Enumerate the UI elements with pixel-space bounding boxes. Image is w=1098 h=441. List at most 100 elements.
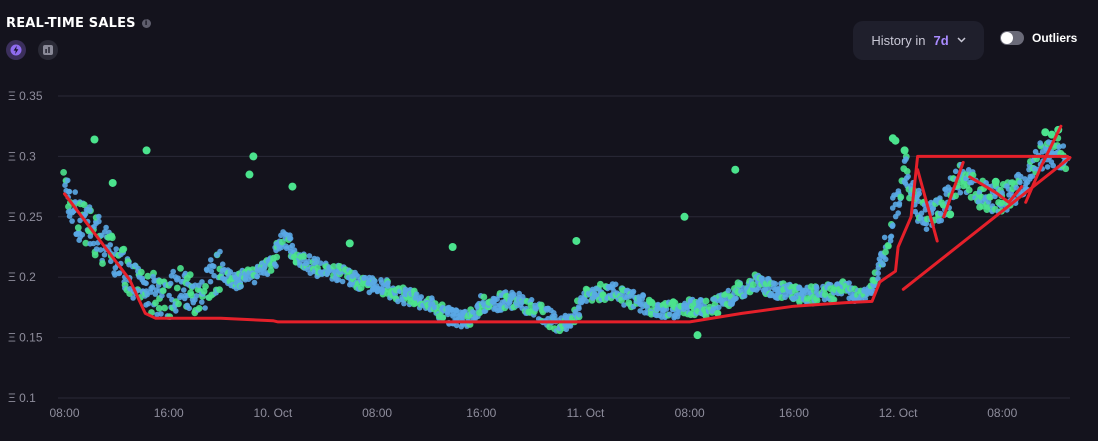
sale-point[interactable] bbox=[1032, 148, 1039, 155]
sale-point[interactable] bbox=[87, 233, 94, 239]
outlier-point[interactable] bbox=[108, 178, 117, 187]
sale-point[interactable] bbox=[575, 304, 582, 310]
sale-point[interactable] bbox=[896, 200, 903, 207]
sale-point[interactable] bbox=[173, 308, 179, 314]
outliers-toggle[interactable]: Outliers bbox=[1000, 31, 1077, 45]
sale-point[interactable] bbox=[1017, 173, 1024, 180]
outlier-point[interactable] bbox=[245, 170, 254, 179]
sale-point[interactable] bbox=[702, 297, 710, 305]
sale-point[interactable] bbox=[186, 271, 194, 279]
sale-point[interactable] bbox=[204, 267, 210, 274]
sale-point[interactable] bbox=[830, 296, 838, 304]
sale-point[interactable] bbox=[637, 308, 643, 314]
sale-point[interactable] bbox=[177, 265, 184, 272]
sale-point[interactable] bbox=[410, 300, 418, 308]
sale-point[interactable] bbox=[439, 314, 447, 321]
sale-point[interactable] bbox=[211, 263, 217, 270]
sale-point[interactable] bbox=[875, 275, 881, 282]
sale-point[interactable] bbox=[725, 287, 732, 294]
sale-point[interactable] bbox=[173, 284, 181, 292]
sale-point[interactable] bbox=[445, 311, 451, 318]
sale-point[interactable] bbox=[87, 207, 93, 214]
sale-point[interactable] bbox=[72, 189, 78, 195]
sale-point[interactable] bbox=[166, 292, 172, 299]
sale-point[interactable] bbox=[199, 299, 205, 305]
sale-point[interactable] bbox=[99, 260, 106, 267]
sale-point[interactable] bbox=[905, 173, 911, 180]
sale-point[interactable] bbox=[267, 267, 275, 274]
sale-point[interactable] bbox=[155, 305, 163, 312]
sale-point[interactable] bbox=[986, 193, 994, 201]
sale-point[interactable] bbox=[72, 199, 78, 205]
sale-point[interactable] bbox=[97, 247, 104, 253]
sale-point[interactable] bbox=[749, 281, 757, 288]
sale-point[interactable] bbox=[145, 300, 152, 307]
sale-point[interactable] bbox=[1037, 140, 1043, 146]
sale-point[interactable] bbox=[881, 234, 888, 241]
sale-point[interactable] bbox=[254, 273, 260, 280]
sale-point[interactable] bbox=[107, 242, 113, 248]
sale-point[interactable] bbox=[137, 268, 145, 276]
sale-point[interactable] bbox=[1060, 143, 1067, 149]
outlier-point[interactable] bbox=[1041, 128, 1050, 137]
outlier-point[interactable] bbox=[946, 210, 955, 219]
sale-point[interactable] bbox=[314, 256, 321, 263]
outlier-point[interactable] bbox=[680, 212, 689, 221]
sale-point[interactable] bbox=[741, 293, 748, 299]
sale-point[interactable] bbox=[306, 253, 313, 259]
sale-point[interactable] bbox=[300, 252, 308, 260]
outlier-point[interactable] bbox=[891, 136, 900, 145]
sale-point[interactable] bbox=[880, 261, 886, 268]
sale-point[interactable] bbox=[159, 292, 165, 299]
sale-point[interactable] bbox=[567, 323, 574, 329]
sale-point[interactable] bbox=[875, 270, 881, 277]
sale-point[interactable] bbox=[782, 291, 788, 298]
outlier-point[interactable] bbox=[142, 146, 151, 155]
sale-point[interactable] bbox=[251, 279, 258, 286]
sale-point[interactable] bbox=[149, 284, 156, 290]
sale-point[interactable] bbox=[101, 252, 108, 258]
outlier-point[interactable] bbox=[288, 182, 297, 191]
sale-point[interactable] bbox=[62, 182, 68, 188]
sale-point[interactable] bbox=[528, 297, 535, 303]
sale-point[interactable] bbox=[103, 224, 109, 231]
sale-point[interactable] bbox=[148, 289, 154, 295]
sale-point[interactable] bbox=[207, 278, 214, 285]
sale-point[interactable] bbox=[161, 304, 169, 312]
sale-point[interactable] bbox=[552, 313, 558, 319]
sale-point[interactable] bbox=[716, 304, 722, 311]
outlier-point[interactable] bbox=[249, 152, 258, 161]
sale-point[interactable] bbox=[698, 297, 705, 303]
sale-point[interactable] bbox=[77, 217, 83, 224]
sale-point[interactable] bbox=[372, 278, 378, 284]
sale-point[interactable] bbox=[208, 257, 214, 263]
sale-point[interactable] bbox=[79, 232, 86, 238]
sale-point[interactable] bbox=[918, 210, 925, 217]
sale-point[interactable] bbox=[1062, 165, 1070, 173]
sale-point[interactable] bbox=[413, 291, 420, 298]
sale-point[interactable] bbox=[882, 256, 889, 263]
outlier-point[interactable] bbox=[900, 146, 909, 155]
sale-point[interactable] bbox=[82, 239, 90, 247]
sale-point[interactable] bbox=[195, 305, 203, 312]
sale-point[interactable] bbox=[216, 286, 223, 293]
sale-point[interactable] bbox=[507, 296, 513, 303]
sale-point[interactable] bbox=[217, 248, 223, 255]
sale-point[interactable] bbox=[64, 177, 71, 184]
sale-point[interactable] bbox=[120, 245, 128, 253]
sale-point[interactable] bbox=[102, 229, 108, 235]
sale-point[interactable] bbox=[714, 310, 721, 317]
sale-point[interactable] bbox=[287, 235, 294, 242]
sale-point[interactable] bbox=[952, 192, 959, 200]
sale-point[interactable] bbox=[69, 218, 75, 224]
sale-point[interactable] bbox=[186, 305, 192, 312]
sale-point[interactable] bbox=[952, 168, 959, 175]
sale-point[interactable] bbox=[159, 287, 167, 295]
sale-point[interactable] bbox=[339, 278, 346, 285]
sale-point[interactable] bbox=[453, 307, 459, 313]
sale-point[interactable] bbox=[188, 291, 196, 299]
sale-point[interactable] bbox=[640, 292, 647, 299]
sale-point[interactable] bbox=[884, 242, 892, 249]
sale-point[interactable] bbox=[1017, 179, 1023, 186]
sale-point[interactable] bbox=[510, 291, 517, 298]
